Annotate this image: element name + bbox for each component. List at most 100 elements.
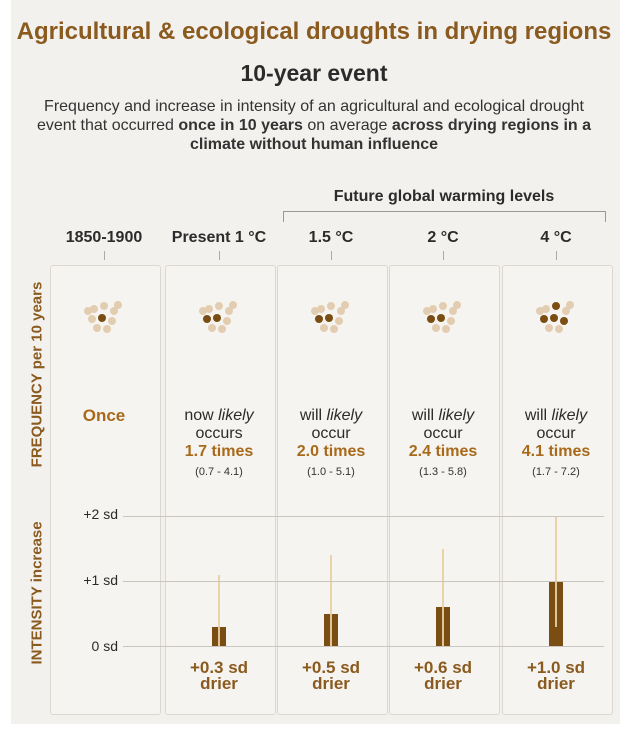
frequency-dot xyxy=(218,325,226,333)
frequency-dot xyxy=(317,305,325,313)
frequency-dot xyxy=(103,325,111,333)
frequency-range: (1.0 - 5.1) xyxy=(307,466,355,478)
future-bracket xyxy=(283,211,606,222)
frequency-dot xyxy=(98,314,106,322)
frequency-text: will likely occur 2.0 times (1.0 - 5.1) xyxy=(275,407,387,481)
frequency-dot xyxy=(199,307,207,315)
frequency-dot xyxy=(437,314,445,322)
intensity-word: drier xyxy=(312,674,350,693)
frequency-range: (1.7 - 7.2) xyxy=(532,466,580,478)
frequency-dot xyxy=(536,307,544,315)
frequency-dot xyxy=(208,324,216,332)
frequency-dot xyxy=(90,305,98,313)
frequency-dot xyxy=(225,307,233,315)
frequency-range: (1.3 - 5.8) xyxy=(419,466,467,478)
intensity-value: +1.0 sd xyxy=(526,658,586,677)
desc-bold1: once in 10 years xyxy=(178,117,303,134)
frequency-dot xyxy=(439,302,447,310)
frequency-line1: now likely xyxy=(184,407,254,424)
frequency-line1: will likely xyxy=(524,407,588,424)
frequency-dot xyxy=(325,314,333,322)
frequency-dot xyxy=(311,307,319,315)
frequency-line1: will likely xyxy=(299,407,363,424)
frequency-range: (0.7 - 4.1) xyxy=(195,466,243,478)
column-tick xyxy=(219,251,220,260)
intensity-range-whisker xyxy=(330,555,332,646)
frequency-dot xyxy=(429,305,437,313)
frequency-dot xyxy=(566,301,574,309)
intensity-word: drier xyxy=(424,674,462,693)
frequency-dots xyxy=(84,301,130,345)
frequency-axis-label: FREQUENCY per 10 years xyxy=(28,281,46,468)
frequency-dot xyxy=(545,324,553,332)
gridline-1sd xyxy=(123,581,604,582)
frequency-dot xyxy=(341,301,349,309)
frequency-dots xyxy=(199,301,245,345)
intensity-value: +0.3 sd xyxy=(189,658,249,677)
intensity-range-inner xyxy=(555,581,557,627)
frequency-dot xyxy=(93,324,101,332)
frequency-dot xyxy=(114,301,122,309)
frequency-dot xyxy=(447,317,455,325)
intensity-range-whisker xyxy=(555,516,557,627)
column-tick xyxy=(331,251,332,260)
frequency-dot xyxy=(542,305,550,313)
frequency-dot xyxy=(205,305,213,313)
frequency-dot xyxy=(560,317,568,325)
frequency-dot xyxy=(552,302,560,310)
frequency-text: will likely occur 4.1 times (1.7 - 7.2) xyxy=(500,407,612,481)
frequency-dot xyxy=(100,302,108,310)
likely-italic: likely xyxy=(438,407,475,424)
desc-part1: Frequency and increase in intensity of a… xyxy=(36,98,584,134)
frequency-line1: will likely xyxy=(411,407,475,424)
gridline-0sd xyxy=(123,646,604,647)
frequency-dot xyxy=(449,307,457,315)
frequency-dot xyxy=(330,325,338,333)
frequency-dot xyxy=(327,302,335,310)
frequency-dot xyxy=(562,307,570,315)
frequency-dots xyxy=(423,301,469,345)
frequency-line2: occur xyxy=(311,425,351,442)
desc-bold2: across drying regions in a climate witho… xyxy=(189,117,592,153)
column-header: 1.5 °C xyxy=(308,229,354,246)
frequency-dot xyxy=(540,315,548,323)
intensity-range-inner xyxy=(218,626,220,646)
intensity-word: drier xyxy=(537,674,575,693)
frequency-dot xyxy=(555,325,563,333)
frequency-dot xyxy=(229,301,237,309)
frequency-line1: Once xyxy=(82,406,126,425)
intensity-label: +0.5 sd drier xyxy=(275,659,387,693)
column-tick xyxy=(443,251,444,260)
frequency-dot xyxy=(337,307,345,315)
ytick-1sd: +1 sd xyxy=(83,572,118,588)
intensity-range-whisker xyxy=(218,574,220,646)
intensity-value: +0.6 sd xyxy=(413,658,473,677)
column-header: 1850-1900 xyxy=(65,229,143,246)
ytick-2sd: +2 sd xyxy=(83,506,118,522)
chart-description: Frequency and increase in intensity of a… xyxy=(34,97,594,154)
frequency-dot xyxy=(215,302,223,310)
frequency-dot xyxy=(335,317,343,325)
frequency-dot xyxy=(427,315,435,323)
intensity-range-inner xyxy=(330,613,332,646)
column-tick xyxy=(556,251,557,260)
intensity-label: +1.0 sd drier xyxy=(500,658,612,693)
likely-italic: likely xyxy=(218,407,254,424)
frequency-dot xyxy=(453,301,461,309)
frequency-line2: occur xyxy=(423,425,463,442)
ytick-0sd: 0 sd xyxy=(91,638,118,654)
frequency-dot xyxy=(442,325,450,333)
intensity-axis-label: INTENSITY increase xyxy=(28,521,46,665)
frequency-dot xyxy=(550,314,558,322)
frequency-times: 2.4 times xyxy=(408,443,478,460)
frequency-dot xyxy=(110,307,118,315)
intensity-range-inner xyxy=(442,607,444,646)
frequency-text: now likely occurs 1.7 times (0.7 - 4.1) xyxy=(163,407,275,481)
frequency-dots xyxy=(536,301,582,345)
frequency-dots xyxy=(311,301,357,345)
frequency-dot xyxy=(213,314,221,322)
frequency-text: will likely occur 2.4 times (1.3 - 5.8) xyxy=(387,407,499,481)
chart-title: Agricultural & ecological droughts in dr… xyxy=(16,18,612,45)
intensity-range-whisker xyxy=(442,548,444,646)
frequency-text: Once xyxy=(48,407,160,425)
